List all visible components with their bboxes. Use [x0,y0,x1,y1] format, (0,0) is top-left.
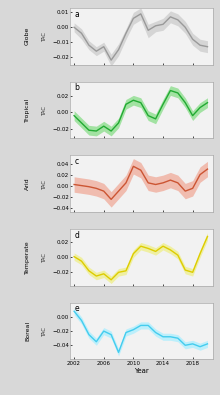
Text: a: a [75,9,79,19]
Text: TAC: TAC [42,326,47,336]
Text: TAC: TAC [42,105,47,115]
Text: Tropical: Tropical [25,98,30,122]
Text: Boreal: Boreal [25,321,30,341]
Text: d: d [75,231,80,240]
Text: TAC: TAC [42,179,47,189]
Text: TAC: TAC [42,252,47,262]
Text: Globe: Globe [25,27,30,45]
Text: c: c [75,157,79,166]
X-axis label: Year: Year [134,368,149,374]
Text: Arid: Arid [25,177,30,190]
Text: TAC: TAC [42,31,47,41]
Text: b: b [75,83,80,92]
Text: Temperate: Temperate [25,241,30,274]
Text: e: e [75,305,79,314]
